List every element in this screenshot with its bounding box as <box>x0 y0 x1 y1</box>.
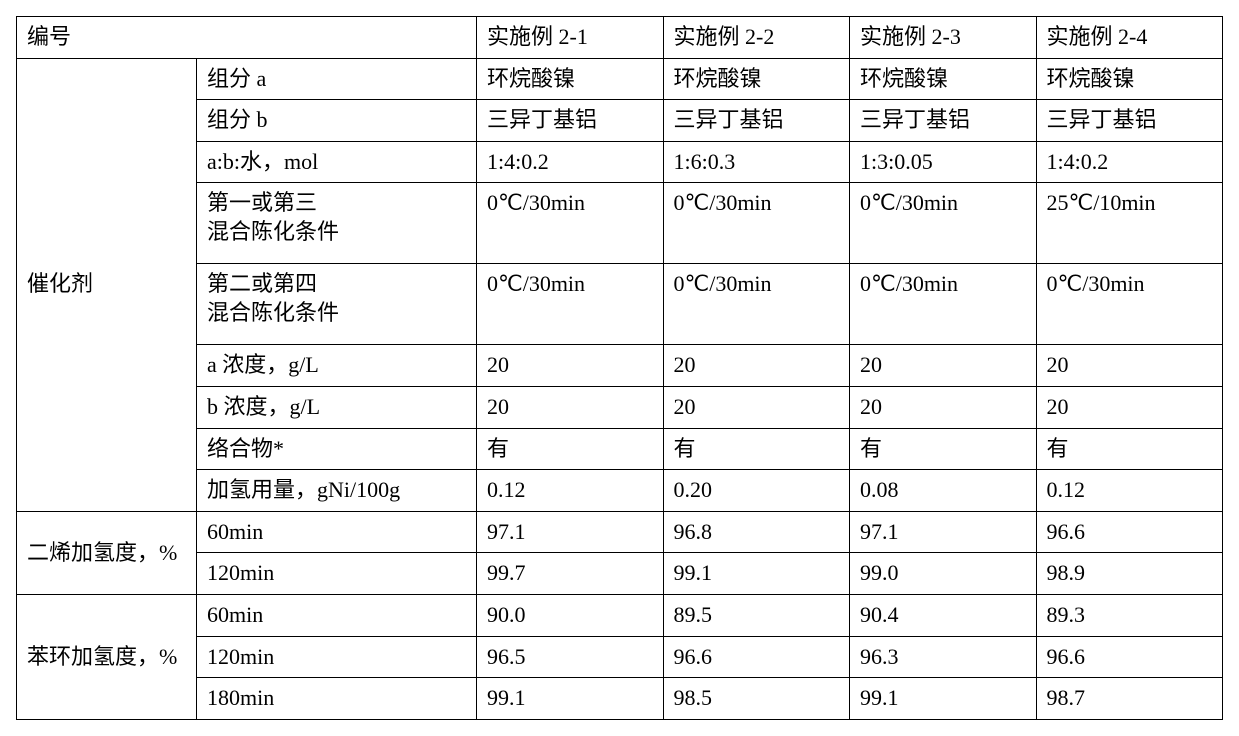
cell: 96.6 <box>1036 636 1223 678</box>
row-label: 组分 b <box>197 100 477 142</box>
cell: 99.1 <box>477 678 664 720</box>
table-row: 第二或第四混合陈化条件 0℃/30min 0℃/30min 0℃/30min 0… <box>17 264 1223 345</box>
cell: 0℃/30min <box>477 264 664 345</box>
table-row: 催化剂 组分 a 环烷酸镍 环烷酸镍 环烷酸镍 环烷酸镍 <box>17 58 1223 100</box>
cell: 97.1 <box>850 511 1037 553</box>
cell: 90.4 <box>850 594 1037 636</box>
header-ex3: 实施例 2-3 <box>850 17 1037 59</box>
cell: 环烷酸镍 <box>850 58 1037 100</box>
cell: 三异丁基铝 <box>477 100 664 142</box>
cell: 环烷酸镍 <box>663 58 850 100</box>
cell: 20 <box>663 386 850 428</box>
row-label: 60min <box>197 511 477 553</box>
table-row: 二烯加氢度，% 60min 97.1 96.8 97.1 96.6 <box>17 511 1223 553</box>
row-label: 180min <box>197 678 477 720</box>
cell: 99.7 <box>477 553 664 595</box>
row-label: b 浓度，g/L <box>197 386 477 428</box>
table-row: a 浓度，g/L 20 20 20 20 <box>17 345 1223 387</box>
cell: 1:6:0.3 <box>663 141 850 183</box>
catalyst-label-cell: 催化剂 <box>17 58 197 511</box>
cell: 20 <box>663 345 850 387</box>
cell: 20 <box>850 386 1037 428</box>
cell: 20 <box>850 345 1037 387</box>
table-row: 编号 实施例 2-1 实施例 2-2 实施例 2-3 实施例 2-4 <box>17 17 1223 59</box>
cell: 97.1 <box>477 511 664 553</box>
cell: 0℃/30min <box>663 264 850 345</box>
benzene-label-cell: 苯环加氢度，% <box>17 594 197 719</box>
cell: 98.5 <box>663 678 850 720</box>
cell: 有 <box>663 428 850 470</box>
cell: 1:3:0.05 <box>850 141 1037 183</box>
cell: 1:4:0.2 <box>477 141 664 183</box>
header-id: 编号 <box>17 17 477 59</box>
table-row: 加氢用量，gNi/100g 0.12 0.20 0.08 0.12 <box>17 470 1223 512</box>
cell: 99.0 <box>850 553 1037 595</box>
table-row: 120min 99.7 99.1 99.0 98.9 <box>17 553 1223 595</box>
cell: 0℃/30min <box>1036 264 1223 345</box>
cell: 20 <box>477 386 664 428</box>
cell: 96.5 <box>477 636 664 678</box>
header-ex1: 实施例 2-1 <box>477 17 664 59</box>
row-label: 120min <box>197 636 477 678</box>
row-label: 第二或第四混合陈化条件 <box>197 264 477 345</box>
diene-label-cell: 二烯加氢度，% <box>17 511 197 594</box>
table-row: b 浓度，g/L 20 20 20 20 <box>17 386 1223 428</box>
cell: 环烷酸镍 <box>1036 58 1223 100</box>
cell: 96.6 <box>663 636 850 678</box>
cell: 1:4:0.2 <box>1036 141 1223 183</box>
row-label: 第一或第三混合陈化条件 <box>197 183 477 264</box>
row-label: 组分 a <box>197 58 477 100</box>
cell: 有 <box>477 428 664 470</box>
experiment-table: 编号 实施例 2-1 实施例 2-2 实施例 2-3 实施例 2-4 催化剂 组… <box>16 16 1223 720</box>
cell: 99.1 <box>850 678 1037 720</box>
cell: 环烷酸镍 <box>477 58 664 100</box>
row-label: a 浓度，g/L <box>197 345 477 387</box>
table-row: 苯环加氢度，% 60min 90.0 89.5 90.4 89.3 <box>17 594 1223 636</box>
cell: 96.8 <box>663 511 850 553</box>
row-label: 120min <box>197 553 477 595</box>
cell: 有 <box>1036 428 1223 470</box>
cell: 三异丁基铝 <box>850 100 1037 142</box>
cell: 0.08 <box>850 470 1037 512</box>
cell: 0.20 <box>663 470 850 512</box>
table-row: 180min 99.1 98.5 99.1 98.7 <box>17 678 1223 720</box>
cell: 0℃/30min <box>850 264 1037 345</box>
cell: 90.0 <box>477 594 664 636</box>
cell: 0℃/30min <box>477 183 664 264</box>
cell: 0℃/30min <box>850 183 1037 264</box>
row-label: 加氢用量，gNi/100g <box>197 470 477 512</box>
row-label: a:b:水，mol <box>197 141 477 183</box>
table-row: 120min 96.5 96.6 96.3 96.6 <box>17 636 1223 678</box>
cell: 0.12 <box>1036 470 1223 512</box>
cell: 25℃/10min <box>1036 183 1223 264</box>
cell: 三异丁基铝 <box>1036 100 1223 142</box>
cell: 89.5 <box>663 594 850 636</box>
row-label: 络合物* <box>197 428 477 470</box>
cell: 三异丁基铝 <box>663 100 850 142</box>
cell: 0℃/30min <box>663 183 850 264</box>
cell: 89.3 <box>1036 594 1223 636</box>
cell: 20 <box>1036 345 1223 387</box>
header-ex4: 实施例 2-4 <box>1036 17 1223 59</box>
header-ex2: 实施例 2-2 <box>663 17 850 59</box>
cell: 20 <box>1036 386 1223 428</box>
cell: 0.12 <box>477 470 664 512</box>
row-label: 60min <box>197 594 477 636</box>
cell: 99.1 <box>663 553 850 595</box>
cell: 98.7 <box>1036 678 1223 720</box>
cell: 有 <box>850 428 1037 470</box>
cell: 96.6 <box>1036 511 1223 553</box>
cell: 20 <box>477 345 664 387</box>
table-row: 组分 b 三异丁基铝 三异丁基铝 三异丁基铝 三异丁基铝 <box>17 100 1223 142</box>
table-row: a:b:水，mol 1:4:0.2 1:6:0.3 1:3:0.05 1:4:0… <box>17 141 1223 183</box>
cell: 96.3 <box>850 636 1037 678</box>
cell: 98.9 <box>1036 553 1223 595</box>
table-row: 络合物* 有 有 有 有 <box>17 428 1223 470</box>
table-row: 第一或第三混合陈化条件 0℃/30min 0℃/30min 0℃/30min 2… <box>17 183 1223 264</box>
